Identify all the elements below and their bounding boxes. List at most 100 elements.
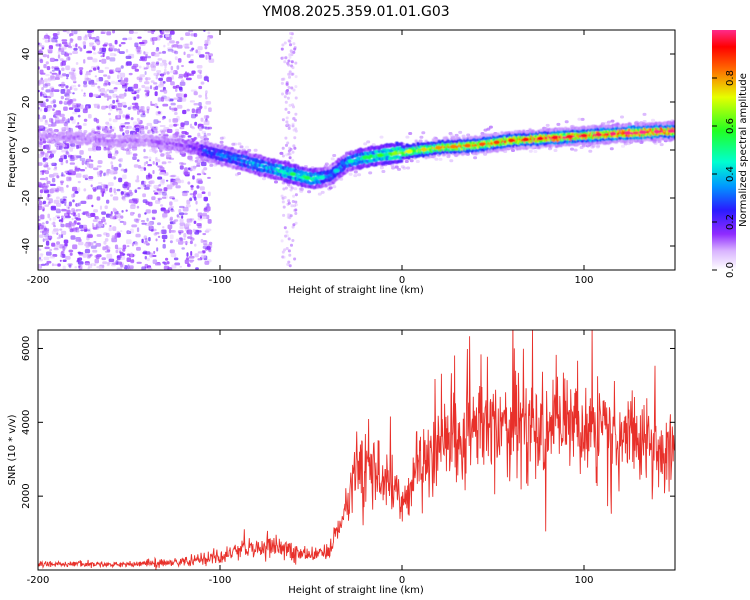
noise-cell — [72, 244, 78, 250]
noise-cell — [143, 110, 147, 114]
noise-cell — [109, 57, 116, 62]
noise-cell — [280, 239, 284, 243]
noise-cell — [158, 184, 162, 187]
noise-cell — [73, 84, 77, 88]
noise-cell — [91, 204, 94, 208]
noise-cell — [55, 110, 61, 116]
noise-cell — [46, 66, 51, 71]
noise-cell — [104, 238, 109, 242]
noise-cell — [69, 38, 73, 43]
noise-cell — [46, 147, 51, 151]
ridge-cell — [400, 142, 404, 146]
noise-cell — [406, 166, 411, 170]
noise-cell — [180, 151, 185, 154]
noise-cell — [59, 198, 66, 204]
noise-cell — [287, 86, 291, 89]
noise-cell — [39, 189, 44, 194]
noise-cell — [100, 183, 106, 188]
noise-cell — [169, 234, 174, 240]
noise-cell — [172, 182, 178, 186]
noise-cell — [98, 69, 104, 73]
noise-cell — [45, 74, 50, 77]
noise-cell — [79, 150, 84, 155]
noise-cell — [483, 128, 488, 132]
ridge-cell — [123, 143, 128, 147]
noise-cell — [94, 255, 98, 258]
noise-cell — [204, 105, 207, 110]
noise-cell — [61, 230, 67, 235]
noise-cell — [98, 77, 104, 82]
noise-cell — [90, 184, 93, 188]
noise-cell — [454, 133, 459, 137]
noise-cell — [294, 200, 298, 204]
noise-cell — [288, 55, 292, 59]
noise-cell — [141, 180, 145, 186]
noise-cell — [143, 148, 146, 153]
noise-cell — [96, 118, 100, 124]
noise-cell — [42, 115, 46, 120]
noise-cell — [179, 126, 185, 130]
noise-cell — [54, 58, 59, 62]
noise-cell — [130, 117, 134, 121]
noise-cell — [570, 147, 574, 151]
noise-cell — [606, 120, 611, 124]
noise-cell — [379, 135, 384, 139]
noise-cell — [404, 160, 409, 163]
noise-cell — [49, 217, 52, 221]
noise-cell — [186, 199, 191, 205]
noise-cell — [51, 69, 55, 72]
noise-cell — [131, 146, 138, 151]
noise-cell — [144, 77, 151, 81]
noise-cell — [409, 159, 414, 163]
ridge-cell — [67, 132, 71, 136]
noise-cell — [115, 67, 122, 71]
noise-cell — [288, 253, 292, 257]
noise-cell — [146, 90, 150, 94]
noise-cell — [165, 257, 169, 261]
noise-cell — [289, 32, 292, 35]
noise-cell — [52, 221, 56, 226]
ridge-cell — [50, 130, 54, 134]
noise-cell — [180, 37, 184, 41]
noise-cell — [205, 101, 212, 105]
noise-cell — [458, 130, 463, 134]
noise-cell — [47, 156, 51, 160]
noise-cell — [288, 216, 292, 220]
noise-cell — [203, 135, 208, 139]
noise-cell — [291, 225, 295, 229]
noise-cell — [172, 118, 178, 123]
noise-cell — [103, 184, 109, 189]
noise-cell — [137, 118, 141, 123]
noise-cell — [60, 83, 66, 87]
noise-cell — [128, 266, 134, 270]
noise-cell — [284, 186, 288, 190]
noise-cell — [159, 89, 165, 93]
noise-cell — [102, 53, 105, 58]
noise-cell — [44, 152, 49, 158]
ridge-cell — [108, 141, 112, 145]
noise-cell — [65, 73, 70, 78]
noise-cell — [69, 33, 74, 36]
noise-cell — [183, 51, 186, 56]
noise-cell — [56, 175, 60, 179]
noise-cell — [279, 151, 284, 155]
noise-cell — [50, 118, 54, 124]
noise-cell — [66, 30, 70, 34]
noise-cell — [161, 116, 165, 121]
noise-cell — [150, 52, 156, 55]
noise-cell — [97, 217, 101, 221]
noise-cell — [151, 209, 157, 214]
noise-cell — [119, 72, 126, 78]
noise-cell — [196, 185, 200, 189]
noise-cell — [190, 237, 195, 241]
noise-cell — [60, 95, 64, 100]
noise-cell — [144, 86, 150, 90]
noise-cell — [76, 222, 81, 225]
noise-cell — [68, 264, 72, 269]
noise-cell — [105, 128, 110, 132]
noise-cell — [62, 259, 67, 262]
noise-cell — [207, 219, 212, 224]
noise-cell — [94, 75, 97, 78]
ridge-cell — [201, 140, 205, 144]
noise-cell — [187, 155, 193, 160]
